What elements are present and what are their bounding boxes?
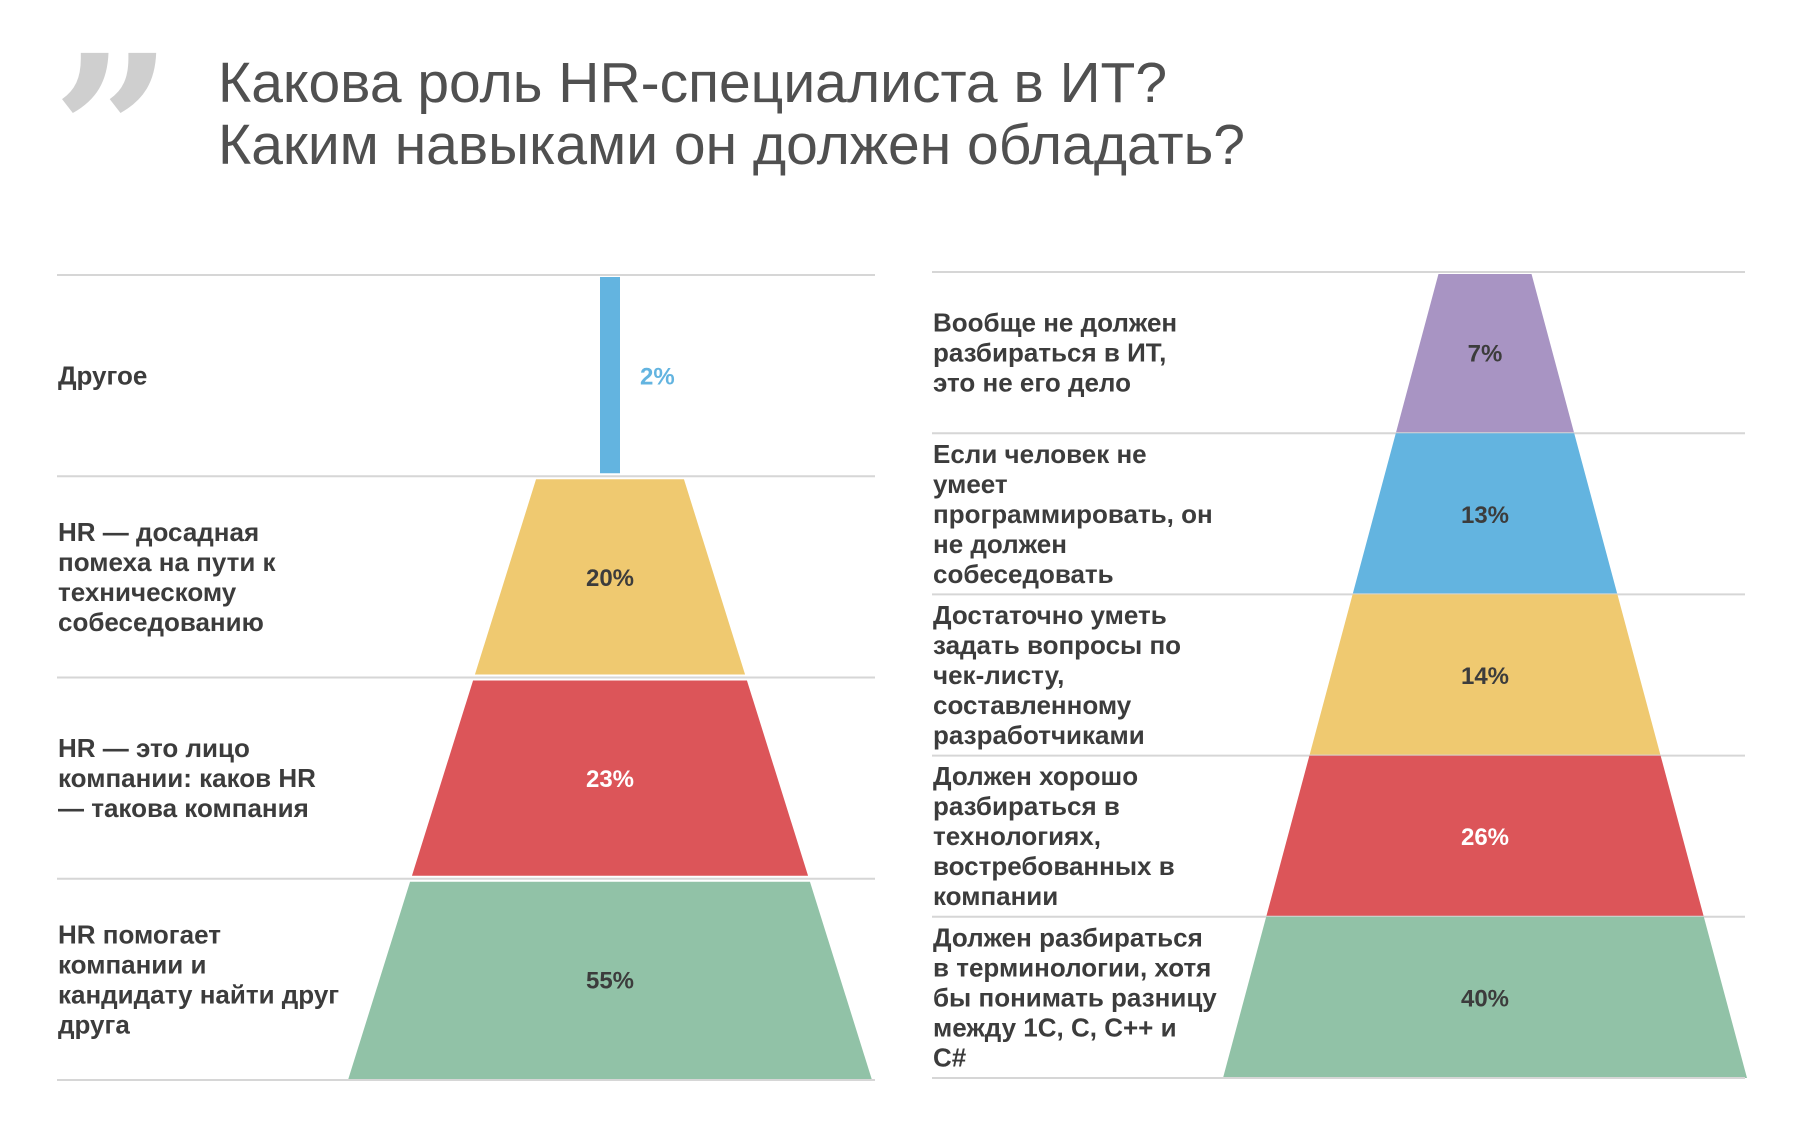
funnel-2-segment-2-category-label-line: не должен bbox=[933, 529, 1067, 559]
funnel-2-segment-4-category-label-line: разбираться в bbox=[933, 791, 1120, 821]
funnel-2-segment-5-category-label-line: в терминологии, хотя bbox=[933, 952, 1211, 982]
funnel-1-segment-3-shape bbox=[411, 680, 809, 876]
funnel-1-segment-4-category-label: HR помогает компании и кандидату найти дру… bbox=[58, 919, 339, 1039]
funnel-1-segment-4-shape bbox=[348, 881, 872, 1080]
title-line-1: Какова роль HR-специалиста в ИТ? bbox=[218, 51, 1168, 115]
funnel-2-segment-1-category-label-line: это не его дело bbox=[933, 368, 1131, 398]
funnel-2-segment-1-shape bbox=[1395, 274, 1575, 434]
funnel-2-segment-2-category-label-line: Если человек не bbox=[933, 439, 1147, 469]
funnel-2-segment-1-category-label-line: Вообще не должен bbox=[933, 308, 1177, 338]
funnel-2-segment-4-shape bbox=[1266, 755, 1704, 917]
funnel-1-segment-3-category-label-line: — такова компания bbox=[58, 793, 309, 823]
funnel-1-segment-4-category-label-line: кандидату найти друг bbox=[58, 979, 339, 1009]
funnel-2-segment-1-value-label: 7% bbox=[1468, 341, 1503, 368]
funnel-1-segment-4-category-label-line: HR помогает bbox=[58, 919, 221, 949]
funnel-2-segment-5-shape bbox=[1223, 916, 1747, 1078]
funnel-1-segment-1-category-label: Другое bbox=[58, 361, 147, 391]
funnel-1-segment-4-value-label: 55% bbox=[586, 967, 634, 994]
funnel-2-segment-5-category-label: Должен разбираться в терминологии, хотя бы… bbox=[933, 922, 1217, 1072]
funnel-2-segment-1-category-label-line: разбираться в ИТ, bbox=[933, 338, 1166, 368]
funnel-1-segment-1-value-label: 2% bbox=[640, 364, 675, 391]
page-title: Какова роль HR-специалиста в ИТ? Каким н… bbox=[218, 52, 1245, 176]
funnel-2-segment-2-category-label: Если человек не умеет программировать, он н… bbox=[933, 439, 1213, 589]
funnel-1-segment-2-category-label-line: HR — досадная bbox=[58, 517, 259, 547]
funnel-1-segment-4-category-label-line: друга bbox=[58, 1009, 130, 1039]
funnel-2-segment-3-category-label: Достаточно уметь задать вопросы по чек-лис… bbox=[933, 600, 1181, 750]
funnel-1-segment-2-category-label-line: собеседованию bbox=[58, 607, 264, 637]
funnel-2-segment-3-value-label: 14% bbox=[1461, 663, 1509, 690]
funnel-2-segment-2-category-label-line: умеет bbox=[933, 469, 1008, 499]
funnel-2-segment-4-category-label-line: Должен хорошо bbox=[933, 761, 1138, 791]
funnel-1-segment-2-category-label: HR — досадная помеха на пути к техническом… bbox=[58, 517, 277, 637]
funnel-2-segment-4-value-label: 26% bbox=[1461, 824, 1509, 851]
funnel-1-segment-2-value-label: 20% bbox=[586, 565, 634, 592]
funnel-2-segment-3-category-label-line: Достаточно уметь bbox=[933, 600, 1167, 630]
funnel-1-segment-4-category-label-line: компании и bbox=[58, 949, 206, 979]
funnel-2-segment-2-category-label-line: программировать, он bbox=[933, 499, 1213, 529]
funnel-2-segment-5-category-label-line: Должен разбираться bbox=[933, 922, 1203, 952]
funnel-1-segment-3-category-label-line: HR — это лицо bbox=[58, 733, 250, 763]
funnel-1-segment-1-category-label-line: Другое bbox=[58, 361, 147, 391]
funnel-2-segment-5-value-label: 40% bbox=[1461, 985, 1509, 1012]
funnel-1-segment-2-category-label-line: помеха на пути к bbox=[58, 547, 277, 577]
funnel-1-segment-1-shape bbox=[600, 277, 620, 474]
funnel-2-segment-4-category-label: Должен хорошо разбираться в технологиях, во… bbox=[933, 761, 1175, 911]
funnel-2-segment-2-category-label-line: собеседовать bbox=[933, 559, 1114, 589]
funnel-2-segment-5-category-label-line: C# bbox=[933, 1042, 967, 1072]
funnel-2-segment-5-category-label-line: между 1С, C, C++ и bbox=[933, 1012, 1177, 1042]
funnel-2-segment-3-category-label-line: чек-листу, bbox=[933, 660, 1064, 690]
funnel-2-segment-5-category-label-line: бы понимать разницу bbox=[933, 982, 1217, 1012]
funnel-1-segment-3-value-label: 23% bbox=[586, 766, 634, 793]
funnel-2-segment-1-category-label: Вообще не должен разбираться в ИТ, это не … bbox=[933, 308, 1177, 398]
funnel-2-segment-2-value-label: 13% bbox=[1461, 502, 1509, 529]
funnel-2-segment-2-shape bbox=[1352, 433, 1618, 595]
funnel-1-segment-3-category-label-line: компании: каков HR bbox=[58, 763, 316, 793]
funnel-2-segment-4-category-label-line: компании bbox=[933, 881, 1058, 911]
funnel-2-segment-3-category-label-line: разработчиками bbox=[933, 720, 1145, 750]
funnel-1-segment-2-shape bbox=[474, 479, 746, 675]
funnel-2-segment-3-shape bbox=[1309, 594, 1661, 756]
funnel-2-segment-4-category-label-line: технологиях, bbox=[933, 821, 1101, 851]
funnel-1-segment-3-category-label: HR — это лицо компании: каков HR — такова … bbox=[58, 733, 316, 823]
funnel-2-segment-4-category-label-line: востребованных в bbox=[933, 851, 1175, 881]
title-line-2: Каким навыками он должен обладать? bbox=[218, 113, 1245, 177]
funnel-2-segment-3-category-label-line: составленному bbox=[933, 690, 1132, 720]
funnel-1-segment-2-category-label-line: техническому bbox=[58, 577, 237, 607]
funnel-2-segment-3-category-label-line: задать вопросы по bbox=[933, 630, 1181, 660]
quote-mark-icon: ” bbox=[52, 9, 173, 256]
